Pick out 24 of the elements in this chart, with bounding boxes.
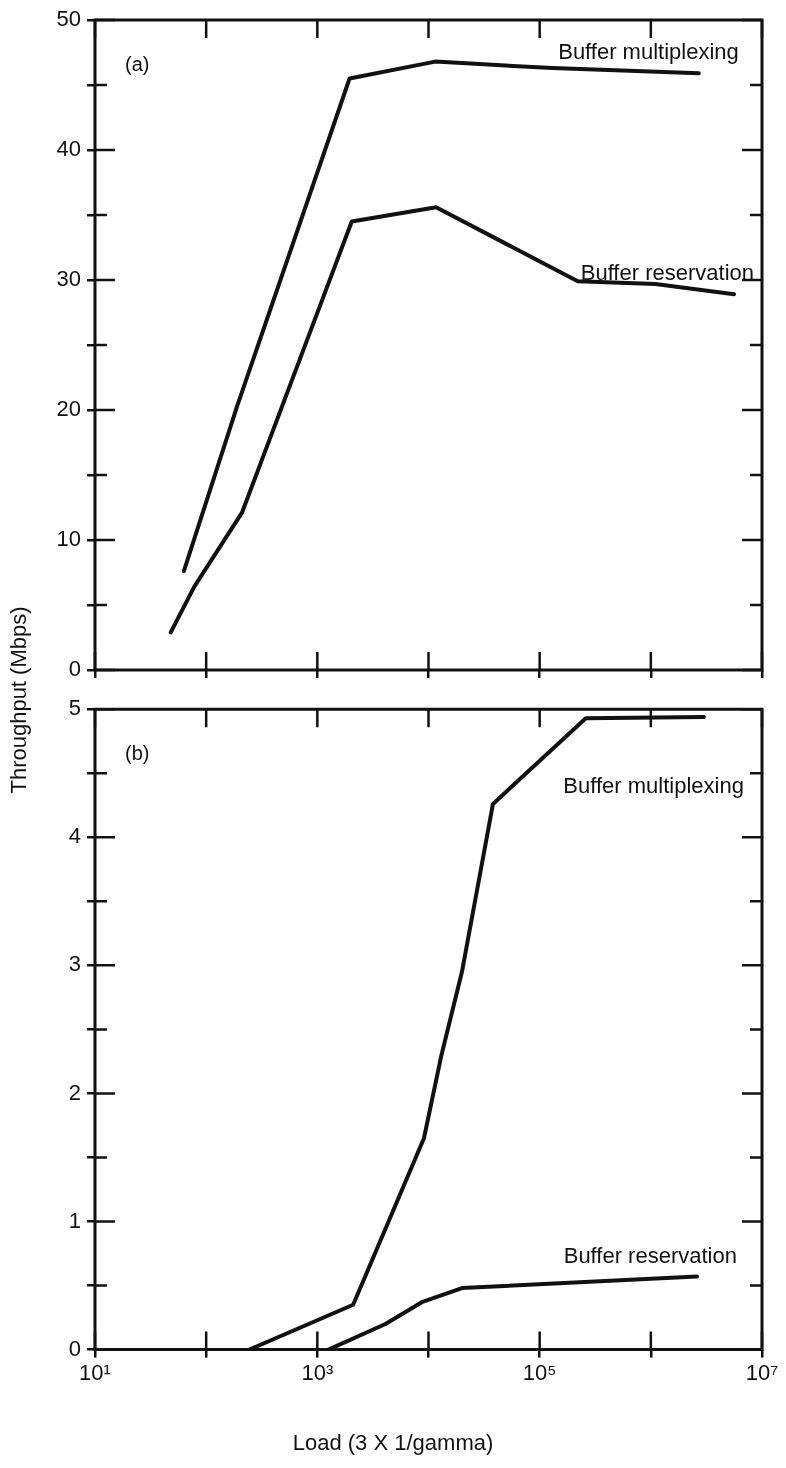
series-label: Buffer reservation	[580, 260, 754, 286]
y-tick-label: 1	[68, 1207, 81, 1233]
y-tick-label: 20	[56, 396, 81, 422]
legend-label: Buffer reservation	[563, 1242, 737, 1268]
x-tick-label: 10³	[301, 1359, 334, 1385]
y-tick-label: 30	[56, 266, 81, 292]
y-tick-label: 4	[68, 823, 81, 849]
annotation: (a)	[125, 52, 150, 75]
y-tick-label: 3	[68, 951, 81, 977]
y-tick-label: 0	[68, 656, 81, 682]
legend-label: Buffer multiplexing	[563, 772, 744, 798]
y-tick-label: 50	[56, 6, 81, 32]
y-tick-label: 10	[56, 526, 81, 552]
y-tick-label: 2	[68, 1079, 81, 1105]
y-tick-label: 0	[68, 1335, 81, 1361]
y-axis-title: Throughput (Mbps)	[6, 606, 32, 794]
y-tick-label: 40	[56, 136, 81, 162]
x-axis-title: Load (3 X 1/gamma)	[291, 1430, 495, 1456]
legend-label: Buffer multiplexing	[558, 39, 739, 65]
x-tick-label: 10¹	[79, 1359, 111, 1385]
x-tick-label: 10⁷	[745, 1359, 779, 1385]
x-tick-label: 10⁵	[522, 1359, 557, 1385]
annotation: (b)	[125, 741, 150, 764]
y-tick-label: 5	[68, 695, 81, 721]
